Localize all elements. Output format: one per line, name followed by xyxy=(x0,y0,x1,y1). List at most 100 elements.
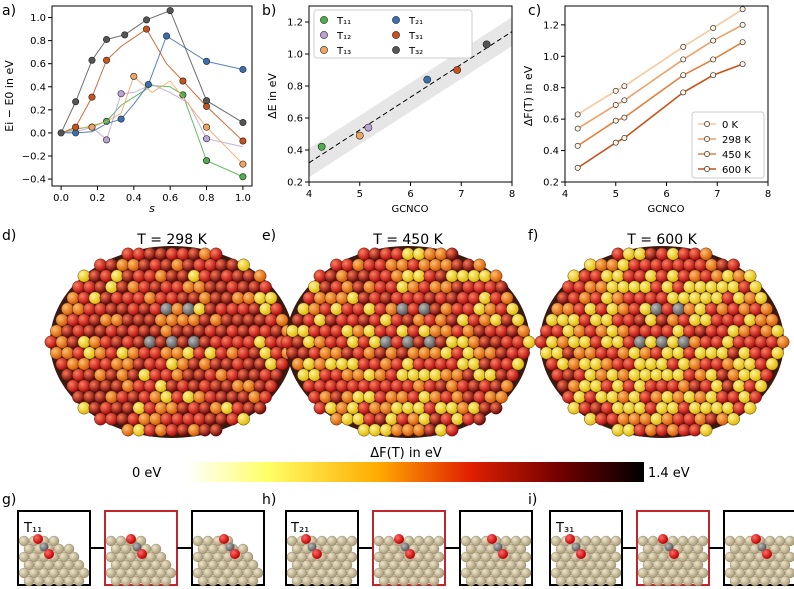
nanoparticle-atom xyxy=(237,412,250,426)
snapshot-atom xyxy=(779,543,791,555)
panel-letter-e: e) xyxy=(262,228,276,244)
snapshot-carbon xyxy=(571,542,581,552)
chart-a-point-t32 xyxy=(57,129,65,137)
nanoparticle-atom xyxy=(193,368,206,382)
nanoparticle-atom xyxy=(363,324,376,338)
nanoparticle-atom xyxy=(600,291,614,305)
snapshot-atom xyxy=(160,575,172,587)
nanoparticle-atom xyxy=(655,401,669,415)
nanoparticle-atom xyxy=(699,357,713,371)
nanoparticle-atom xyxy=(198,313,212,327)
nanoparticle-atom xyxy=(335,269,349,283)
nanoparticle-atom xyxy=(694,324,707,338)
nanoparticle-atom xyxy=(644,357,658,371)
nanoparticle-atom xyxy=(259,302,272,316)
snapshot-atom xyxy=(575,575,587,587)
nanoparticle-atom xyxy=(83,324,96,338)
nanoparticle-atom xyxy=(187,313,201,327)
nanoparticle-atom xyxy=(445,313,459,327)
nanoparticle-atom xyxy=(666,247,680,261)
nanoparticle-atom xyxy=(655,423,669,437)
nanoparticle-atom xyxy=(291,357,305,371)
panel-letter-g: g) xyxy=(2,492,16,508)
nanoparticle-atom xyxy=(253,401,267,415)
snapshot-label-t31: T₃₁ xyxy=(555,521,574,536)
nanoparticle-atom xyxy=(209,247,223,261)
nanoparticle-atom xyxy=(248,368,261,382)
chart-a-ytick-label: 0.0 xyxy=(30,128,46,139)
nanoparticle-atom xyxy=(160,280,173,294)
nanoparticle-atom xyxy=(116,390,129,404)
nanoparticle-atom xyxy=(500,335,514,349)
nanoparticle-atom xyxy=(732,379,746,393)
snapshot-atom xyxy=(346,535,358,547)
nanoparticle-atom xyxy=(385,280,398,294)
nanoparticle-atom xyxy=(732,401,746,415)
nanoparticle-atom xyxy=(77,313,91,327)
chart-a-point-t32 xyxy=(203,97,211,105)
nanoparticle-atom xyxy=(374,280,387,294)
nanoparticle-atom xyxy=(434,423,448,437)
nanoparticle-atom xyxy=(116,412,129,426)
nanoparticle-atom xyxy=(110,291,124,305)
chart-c-xtick-label: 5 xyxy=(613,189,619,200)
nanoparticle-atom xyxy=(423,335,437,349)
nanoparticle-atom xyxy=(385,346,398,360)
nanoparticle-atom xyxy=(193,412,206,426)
nanoparticle-atom xyxy=(253,291,267,305)
nanoparticle-atom xyxy=(138,346,151,360)
nanoparticle-atom xyxy=(462,302,475,316)
nanoparticle-atom xyxy=(456,269,470,283)
nanoparticle-atom xyxy=(688,291,702,305)
chart-a-series xyxy=(57,7,247,181)
nanoparticle-atom xyxy=(716,258,729,272)
nanoparticle-atom xyxy=(578,379,592,393)
nanoparticle-atom xyxy=(716,346,729,360)
nanoparticle-atom xyxy=(595,412,608,426)
nanoparticle-atom xyxy=(644,379,658,393)
nanoparticle-atom xyxy=(688,401,702,415)
chart-a-point-t31 xyxy=(143,25,151,33)
nanoparticle-atom xyxy=(732,291,746,305)
nanoparticle-atom xyxy=(132,335,146,349)
nanoparticle-atom xyxy=(231,313,245,327)
nanoparticle-atom xyxy=(622,313,636,327)
nanoparticle-atom xyxy=(154,335,168,349)
nanoparticle-atom xyxy=(121,291,135,305)
nanoparticle-atom xyxy=(187,379,201,393)
nanoparticle-atom xyxy=(495,346,508,360)
nanoparticle-atom xyxy=(66,379,80,393)
nanoparticle-atom xyxy=(732,313,746,327)
chart-c-point xyxy=(574,142,581,149)
nanoparticle-atom xyxy=(308,368,321,382)
nanoparticle-atom xyxy=(743,313,757,327)
nanoparticle-atom xyxy=(666,269,680,283)
nanoparticle-atom xyxy=(650,258,663,272)
snapshot-oxygen xyxy=(394,534,404,544)
snapshot-atom xyxy=(595,575,607,587)
chart-b-legend: T₁₁ T₁₂ T₁₃ T₂₁ T₃₁ T₃₂ xyxy=(313,9,473,59)
nanoparticle-atom xyxy=(368,269,382,283)
nanoparticle-atom xyxy=(617,368,630,382)
chart-a-xtick-label: 0.0 xyxy=(53,193,69,204)
nanoparticle-atom xyxy=(754,313,768,327)
nanoparticle-atom xyxy=(727,346,740,360)
nanoparticle-atom xyxy=(540,324,553,338)
nanoparticle-atom xyxy=(710,269,724,283)
snapshot-atom xyxy=(433,535,445,547)
nanoparticle-atom xyxy=(489,313,503,327)
nanoparticle-atom xyxy=(324,291,338,305)
nanoparticle-atom xyxy=(291,313,305,327)
nanoparticle-atom xyxy=(204,258,217,272)
nanoparticle-atom xyxy=(595,368,608,382)
snapshot-atom xyxy=(252,567,264,579)
nanoparticle-atom xyxy=(467,379,481,393)
chart-c-point xyxy=(621,135,628,141)
nanoparticle-atom xyxy=(584,412,597,426)
nanoparticle-atom xyxy=(176,357,190,371)
chart-c-legend-label: 298 K xyxy=(722,135,751,146)
nanoparticle-atom xyxy=(319,368,332,382)
nanoparticle-atom xyxy=(412,379,426,393)
snapshot-atom xyxy=(779,575,791,587)
nanoparticle-atom xyxy=(699,335,713,349)
